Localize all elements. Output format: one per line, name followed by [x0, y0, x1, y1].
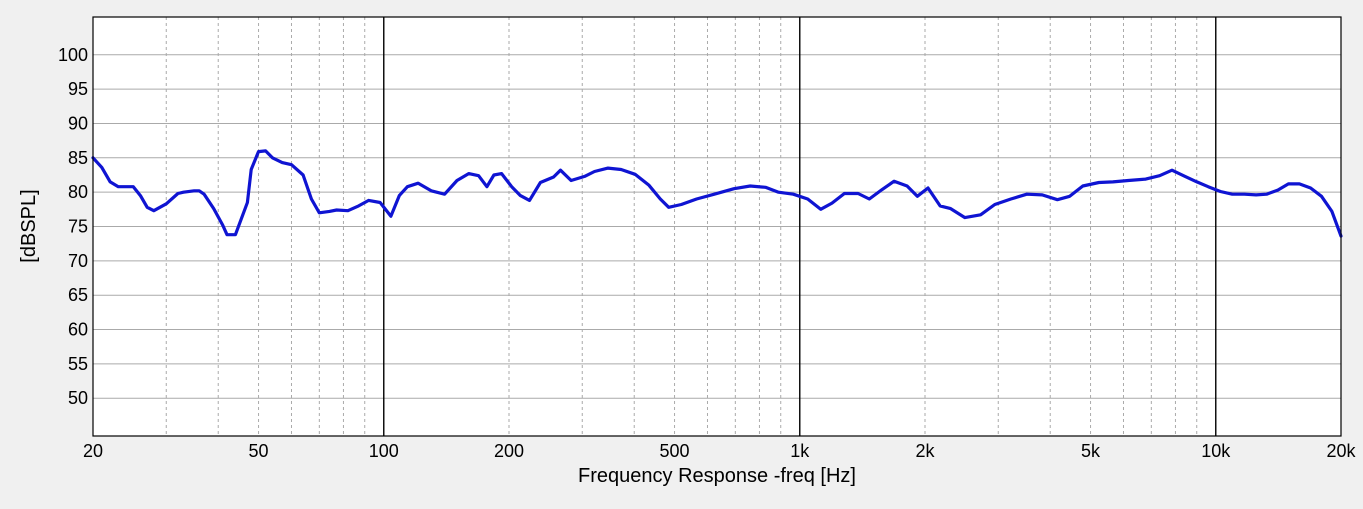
tick-label-layer: 100 95 90 85 80 75 70 65 60 55 50 20 50 100 200 500 1k 2k…: [58, 45, 1357, 461]
x-tick-label: 20k: [1326, 441, 1356, 461]
y-tick-label: 95: [68, 79, 88, 99]
y-tick-label: 75: [68, 217, 88, 237]
x-tick-label: 2k: [915, 441, 935, 461]
x-tick-label: 1k: [790, 441, 810, 461]
x-tick-label: 10k: [1201, 441, 1231, 461]
y-tick-label: 100: [58, 45, 88, 65]
plot-frame: [92, 16, 1342, 437]
y-tick-label: 65: [68, 285, 88, 305]
data-layer: [91, 149, 1343, 238]
grid-layer: [93, 17, 1341, 436]
x-tick-label: 100: [369, 441, 399, 461]
x-axis-title: Frequency Response -freq [Hz]: [578, 465, 856, 487]
x-tick-label: 500: [660, 441, 690, 461]
y-tick-label: 85: [68, 148, 88, 168]
y-tick-label: 55: [68, 354, 88, 374]
frequency-response-line: [91, 149, 1343, 238]
y-tick-label: 70: [68, 251, 88, 271]
y-axis-title: [dBSPL]: [18, 189, 40, 262]
y-tick-label: 50: [68, 388, 88, 408]
y-tick-label: 60: [68, 320, 88, 340]
x-tick-label: 200: [494, 441, 524, 461]
x-tick-label: 50: [249, 441, 269, 461]
y-tick-label: 80: [68, 182, 88, 202]
y-tick-label: 90: [68, 113, 88, 133]
x-tick-label: 5k: [1081, 441, 1101, 461]
x-tick-label: 20: [83, 441, 103, 461]
